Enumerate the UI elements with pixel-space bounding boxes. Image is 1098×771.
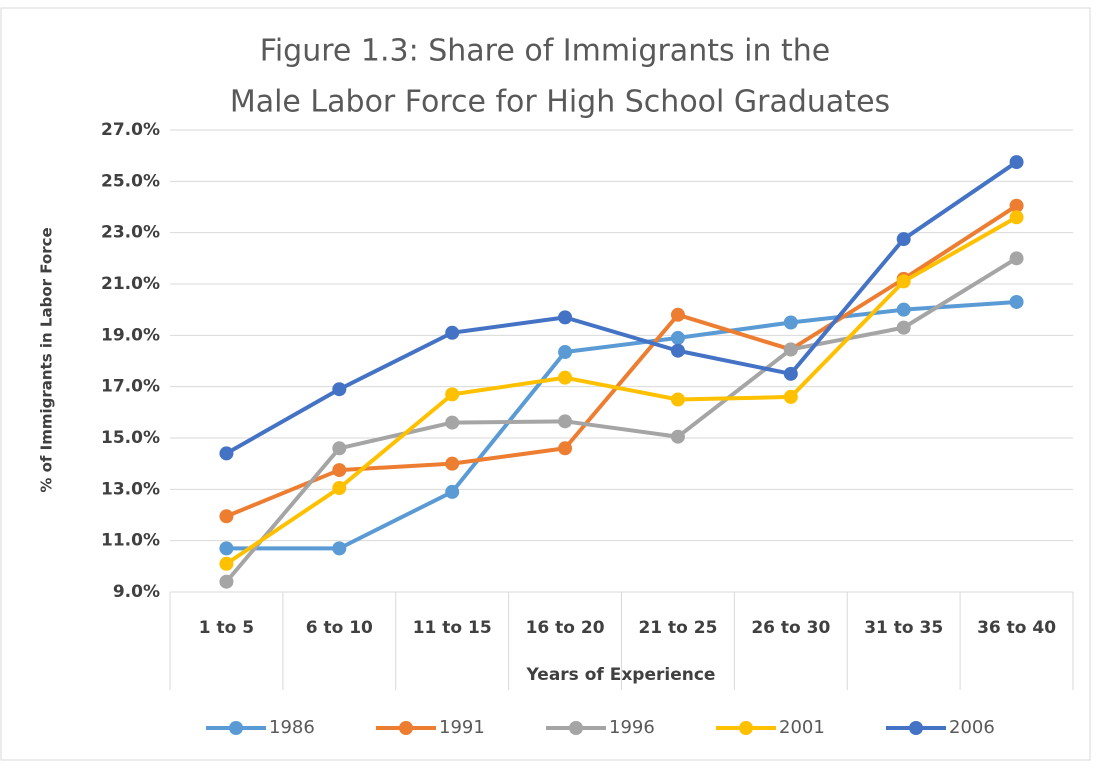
data-point [332,382,347,397]
data-point [332,463,347,478]
y-tick-label: 13.0% [101,479,160,499]
chart-border [0,7,1091,761]
legend-marker [739,721,753,735]
y-tick-label: 25.0% [101,171,160,191]
y-tick-label: 15.0% [101,428,160,448]
legend-marker [909,721,923,735]
y-tick-label: 11.0% [101,531,160,551]
data-point [445,484,460,499]
y-tick-label: 9.0% [113,582,160,602]
data-point [670,392,685,407]
data-point [1009,294,1024,309]
x-tick-label: 36 to 40 [977,618,1056,638]
x-tick-label: 6 to 10 [306,618,373,638]
data-point [783,389,798,404]
x-axis-title: Years of Experience [526,665,716,685]
data-point [670,429,685,444]
legend-marker [399,721,413,735]
data-point [558,441,573,456]
data-point [445,415,460,430]
data-point [783,315,798,330]
data-point [558,345,573,360]
data-point [332,481,347,496]
x-tick-label: 21 to 25 [638,618,717,638]
legend-marker [569,721,583,735]
legend-label: 1996 [609,717,655,738]
data-point [670,307,685,322]
chart-title: Male Labor Force for High School Graduat… [230,85,890,120]
legend-label: 1986 [269,717,315,738]
data-point [896,320,911,335]
series-line [226,299,1017,551]
data-point [1009,251,1024,266]
data-point [896,302,911,317]
chart-title: Figure 1.3: Share of Immigrants in the [260,34,831,69]
data-point [783,342,798,357]
data-point [219,574,234,589]
data-point [219,541,234,556]
y-tick-label: 23.0% [101,223,160,243]
y-tick-label: 21.0% [101,274,160,294]
data-point [670,343,685,358]
x-tick-label: 31 to 35 [864,618,943,638]
data-point [445,456,460,471]
data-point [219,446,234,461]
series-line [224,256,1018,584]
x-tick-label: 11 to 15 [413,618,492,638]
x-tick-label: 26 to 30 [751,618,830,638]
legend-label: 2001 [779,717,825,738]
y-tick-label: 17.0% [101,377,160,397]
data-point [1009,198,1024,213]
data-point [332,541,347,556]
x-tick-label: 16 to 20 [526,618,605,638]
data-point [219,556,234,571]
data-point [670,330,685,345]
data-point [1009,210,1024,225]
x-tick-label: 1 to 5 [199,618,254,638]
data-point [219,509,234,524]
data-point [558,370,573,385]
y-tick-label: 19.0% [101,325,160,345]
data-point [558,414,573,429]
series-line [225,215,1018,566]
data-point [1009,155,1024,170]
data-point [332,441,347,456]
data-point [445,325,460,340]
series-line [225,160,1018,456]
data-point [896,274,911,289]
legend-label: 1991 [439,717,485,738]
series-line [225,204,1018,519]
legend-label: 2006 [949,717,995,738]
y-axis-title: % of Immigrants in Labor Force [38,227,56,492]
data-point [558,310,573,325]
data-point [896,232,911,247]
data-point [783,366,798,381]
legend-marker [229,721,243,735]
data-point [445,387,460,402]
y-tick-label: 27.0% [101,120,160,140]
